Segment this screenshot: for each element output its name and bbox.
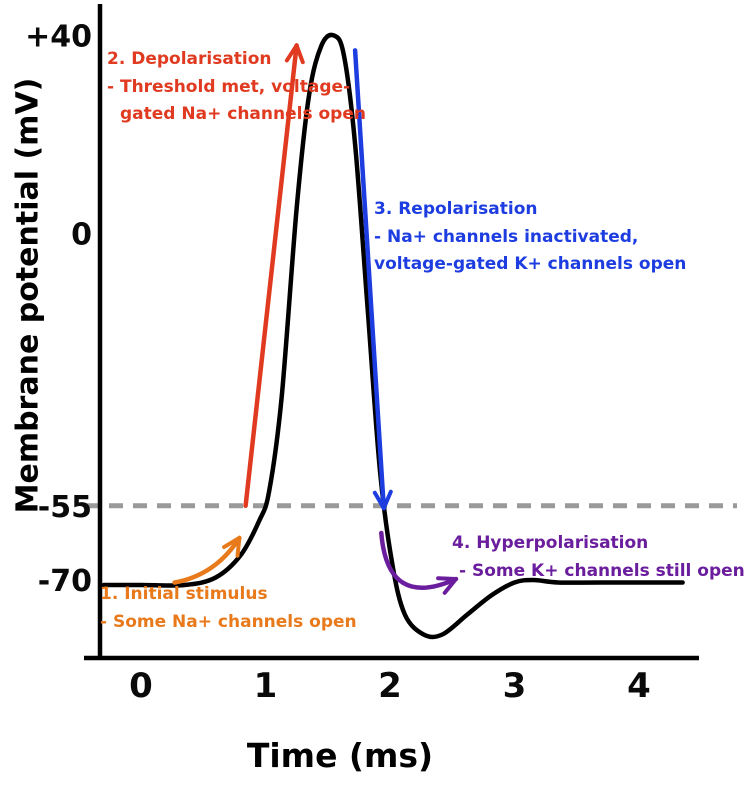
annotation-line: gated Na+ channels open [120,104,366,125]
annotation-arrow-repolarisation [352,48,393,511]
y-tick-label--55: -55 [38,490,92,525]
x-tick-label-2: 2 [378,666,402,706]
annotation-line: 2. Depolarisation [107,49,272,69]
annotation-repolarisation: 3. Repolarisation - Na+ channels inactiv… [374,196,686,279]
y-axis-label: Membrane potential (mV) [10,77,46,514]
y-tick-label-+40: +40 [25,20,92,55]
annotation-hyperpolarisation: 4. Hyperpolarisation - Some K+ channels … [452,530,745,585]
annotation-line: voltage-gated K+ channels open [374,254,687,275]
annotation-line: - Threshold met, voltage- [107,76,351,97]
x-axis-label: Time (ms) [246,736,434,775]
annotation-line: - Some K+ channels still open [459,560,745,581]
annotation-initial-stimulus: 1. Initial stimulus - Some Na+ channels … [100,581,357,636]
x-tick-label-3: 3 [503,666,527,706]
annotation-line: - Na+ channels inactivated, [374,226,639,247]
membrane-potential-curve [101,32,685,640]
annotation-arrow-hyperpolarisation [379,530,459,595]
annotation-line: 4. Hyperpolarisation [452,533,649,553]
annotation-line: 1. Initial stimulus [100,584,268,604]
x-tick-label-0: 0 [129,666,153,706]
x-tick-label-4: 4 [627,666,651,706]
annotation-depolarisation: 2. Depolarisation - Threshold met, volta… [107,46,366,129]
annotation-line: - Some Na+ channels open [100,611,357,632]
x-tick-label-1: 1 [254,666,278,706]
y-tick-label-0: 0 [71,218,92,253]
annotation-arrow-initial-stimulus [172,535,242,585]
y-tick-label--70: -70 [38,564,92,599]
annotation-line: 3. Repolarisation [374,199,538,219]
annotation-arrow-depolarisation [243,43,305,509]
